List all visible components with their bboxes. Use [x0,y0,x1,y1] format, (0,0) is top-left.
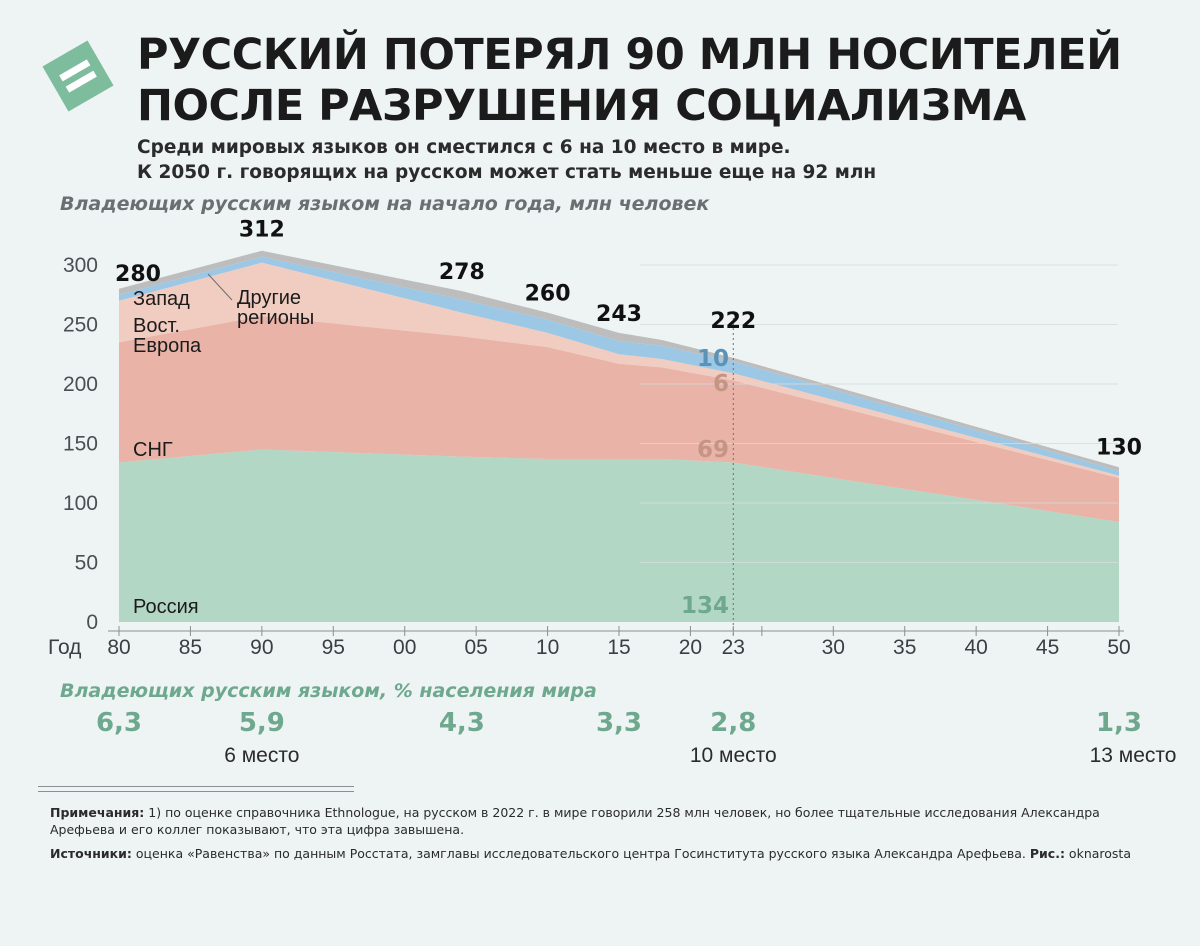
notes-text: 1) по оценке справочника Ethnologue, на … [50,805,1100,837]
area-cis [119,316,1119,523]
share-value: 4,3 [438,708,485,738]
x-tick-label: 50 [1107,636,1130,659]
x-tick-label: 85 [179,636,202,659]
y-tick-label: 0 [86,611,98,634]
share-value: 3,3 [595,708,643,738]
y-tick-label: 200 [63,373,98,396]
x-tick-label: 00 [393,636,416,659]
page-title: РУССКИЙ ПОТЕРЯЛ 90 МЛН НОСИТЕЛЕЙ ПОСЛЕ Р… [137,30,1122,132]
x-tick-label: 80 [107,636,130,659]
credit-label: Рис.: [1029,846,1065,861]
share-title: Владеющих русским языком, % населения ми… [60,680,597,702]
x-tick-label: 35 [893,636,916,659]
total-label: 260 [525,282,571,307]
sources-paragraph: Источники: оценка «Равенства» по данным … [50,845,1160,862]
share-value: 1,3 [1095,708,1143,738]
area-east-europe [119,262,1119,479]
x-axis-label: Год [48,636,81,659]
y-tick-label: 150 [63,433,98,456]
total-label: 280 [115,262,161,287]
y-tick-label: 250 [63,314,98,337]
total-label: 278 [439,260,485,285]
page-subtitle: Среди мировых языков он сместился с 6 на… [137,135,876,185]
series-label-russia: Россия [133,596,199,618]
credit-text: oknarosta [1064,846,1131,861]
sources-text: оценка «Равенства» по данным Росстата, з… [131,846,1030,861]
y-tick-label: 50 [75,552,98,575]
x-tick-label: 05 [464,636,487,659]
share-value: 5,9 [238,708,285,738]
logo-bar-top [59,59,91,82]
annotation-2023: 10 [697,346,729,372]
share-value: 2,8 [710,708,757,738]
y-tick-label: 100 [63,492,98,515]
x-tick-label: 95 [322,636,345,659]
area-russia [119,449,1119,622]
total-label: 243 [596,302,642,327]
subtitle-line-1: Среди мировых языков он сместился с 6 на… [137,137,791,158]
subtitle-line-2: К 2050 г. говорящих на русском может ста… [137,162,877,183]
title-line-2: ПОСЛЕ РАЗРУШЕНИЯ СОЦИАЛИЗМА [137,81,1026,131]
annotation-2023: 6 [713,371,729,397]
logo-background [42,40,114,112]
series-label-west: Запад [133,288,190,310]
annotation-2023: 134 [681,593,729,619]
series-label-other-line1: Другие [237,287,301,309]
share-value: 6,3 [95,708,143,738]
series-label-east-line2: Европа [133,335,202,357]
total-label: 130 [1096,435,1142,460]
x-tick-label: 10 [536,636,559,659]
total-label: 222 [710,309,756,334]
chart-title: Владеющих русским языком на начало года,… [60,193,710,215]
annotation-2023: 69 [697,437,729,463]
x-tick-label: 23 [722,636,745,659]
x-tick-label: 90 [250,636,273,659]
other-regions-pointer [207,273,233,301]
rank-label: 13 место [1089,744,1177,767]
total-label: 312 [239,218,285,243]
ravenstvo-logo-icon [42,40,114,112]
logo-bar-bottom [65,70,97,93]
speakers-area-chart: 0 50 100 150 200 250 300 80 85 90 95 00 05 10 15 20 23 30… [48,218,1142,659]
x-tick-label: 40 [964,636,987,659]
x-tick-label: 20 [679,636,702,659]
rank-label: 10 место [689,744,777,767]
sources-label: Источники: [50,846,132,861]
notes-paragraph: Примечания: 1) по оценке справочника Eth… [50,804,1160,838]
series-label-cis: СНГ [133,439,173,461]
series-label-other-line2: регионы [237,307,314,329]
series-label-east-line1: Вост. [133,315,180,337]
x-tick-label: 15 [607,636,630,659]
rank-label: 6 место [224,744,300,767]
notes-label: Примечания: [50,805,145,820]
x-tick-label: 45 [1036,636,1059,659]
y-tick-label: 300 [63,254,98,277]
notes-divider [38,786,354,792]
x-tick-label: 30 [822,636,845,659]
title-line-1: РУССКИЙ ПОТЕРЯЛ 90 МЛН НОСИТЕЛЕЙ [137,30,1122,80]
